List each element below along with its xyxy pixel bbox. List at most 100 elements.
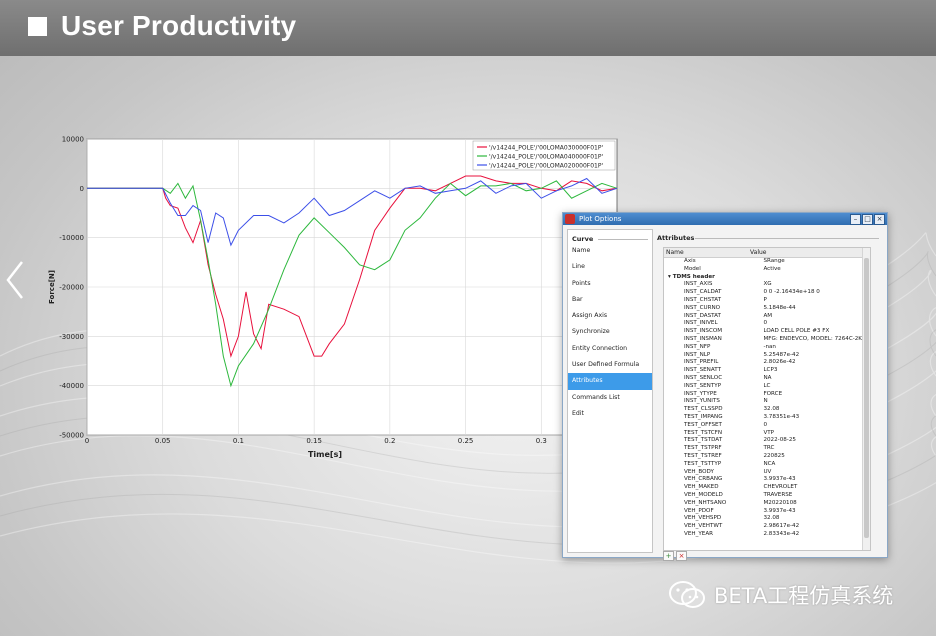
table-row[interactable]: INST_YTYPE FORCE [664, 391, 870, 399]
x-tick-label: 0 [85, 437, 89, 445]
attribute-name: INST_PREFIL [684, 359, 719, 366]
table-row[interactable]: VEH_MODELD TRAVERSE [664, 492, 870, 500]
table-row[interactable]: INST_INSMAN MFG: ENDEVCO, MODEL: 7264C-2K… [664, 336, 870, 344]
attribute-value: TRAVERSE [763, 491, 793, 498]
table-row[interactable]: INST_CURNO 5.1848e-44 [664, 305, 870, 313]
table-row[interactable]: INST_NFP -nan [664, 344, 870, 352]
attribute-name: TEST_TSTDAT [684, 437, 723, 444]
table-row[interactable]: TEST_IMPANG 3.78351e-43 [664, 414, 870, 422]
table-scrollbar[interactable] [862, 248, 870, 550]
attribute-name: TDMS header [672, 273, 715, 280]
table-row[interactable]: TEST_TSTREF 220825 [664, 453, 870, 461]
column-header-name[interactable]: Name [666, 249, 684, 256]
previous-arrow-icon[interactable] [2, 258, 26, 302]
curve-option-attributes[interactable]: Attributes [568, 373, 652, 390]
maximize-icon[interactable]: □ [862, 214, 873, 225]
attribute-value: VTP [763, 429, 775, 436]
curve-option-synchronize[interactable]: Synchronize [572, 328, 610, 336]
table-row[interactable]: TEST_OFFSET 0 [664, 422, 870, 430]
table-row[interactable]: VEH_VEHSPD 32.08 [664, 515, 870, 523]
plot-options-dialog: Plot Options – □ × Curve Name Line Points B… [562, 212, 888, 561]
series-line-2 [87, 180, 618, 388]
table-header: Name Value [664, 248, 870, 258]
y-tick-label: -10000 [59, 234, 84, 242]
attribute-value: P [763, 296, 767, 303]
curve-option-edit[interactable]: Edit [572, 409, 584, 417]
table-row[interactable]: INST_INIVEL 0 [664, 320, 870, 328]
delete-icon[interactable]: × [676, 551, 687, 561]
chart-svg: 0 0.05 0.1 0.15 0.2 0.25 0.3 10000 0 -10000 -20000… [48, 136, 618, 459]
table-row[interactable]: INST_SENATT LCP3 [664, 367, 870, 375]
table-row[interactable]: INST_INSCOM LOAD CELL POLE #3 FX [664, 328, 870, 336]
collapse-arrow-icon[interactable]: ▾ [668, 273, 673, 280]
table-row[interactable]: TEST_CLSSPD 32.08 [664, 406, 870, 414]
curve-option-entity-connection[interactable]: Entity Connection [572, 344, 628, 352]
table-row[interactable]: INST_NLP 5.25487e-42 [664, 352, 870, 360]
attribute-value: LCP3 [763, 367, 778, 374]
attribute-name: INST_SENTYP [684, 382, 722, 389]
table-row[interactable]: INST_PREFIL 2.8026e-42 [664, 359, 870, 367]
attribute-value: 32.08 [763, 406, 780, 413]
curve-option-assign-axis[interactable]: Assign Axis [572, 312, 608, 320]
table-row[interactable]: INST_SENTYP LC [664, 383, 870, 391]
close-icon[interactable]: × [874, 214, 885, 225]
curve-option-commands-list[interactable]: Commands List [572, 393, 620, 401]
scrollbar-thumb[interactable] [864, 258, 869, 538]
attribute-name: INST_CURNO [684, 304, 721, 311]
page-title: User Productivity [61, 10, 297, 41]
attribute-name: INST_INSCOM [684, 328, 723, 335]
dialog-titlebar[interactable]: Plot Options – □ × [563, 213, 887, 225]
curve-option-bar[interactable]: Bar [572, 295, 583, 303]
curve-option-user-defined-formula[interactable]: User Defined Formula [572, 361, 640, 369]
table-row[interactable]: VEH_VEHTWT 2.98617e-42 [664, 523, 870, 531]
attribute-name: TEST_TSTTYP [684, 460, 722, 467]
attribute-name: TEST_IMPANG [684, 413, 723, 420]
attribute-value: 5.25487e-42 [763, 351, 800, 358]
table-row[interactable]: TEST_TSTTYP NCA [664, 461, 870, 469]
table-row[interactable]: INST_AXIS XG [664, 281, 870, 289]
curve-option-name[interactable]: Name [572, 247, 591, 254]
table-row[interactable]: INST_SENLOC NA [664, 375, 870, 383]
header-bar: User Productivity [0, 0, 936, 56]
attribute-value: NA [763, 374, 772, 381]
table-row[interactable]: VEH_NHTSANO M20220108 [664, 500, 870, 508]
table-row[interactable]: TEST_TSTDAT 2022-08-25 [664, 437, 870, 445]
table-row[interactable]: VEH_PDOF 3.9937e-43 [664, 508, 870, 516]
table-row[interactable]: VEH_BODY UV [664, 469, 870, 477]
attribute-value: Active [763, 265, 781, 272]
y-tick-label: 0 [80, 185, 84, 193]
table-row[interactable]: INST_YUNITS N [664, 398, 870, 406]
table-row[interactable]: INST_CALDAT 0 0 -2.16434e+18 0 [664, 289, 870, 297]
table-row[interactable]: VEH_YEAR 2.83343e-42 [664, 531, 870, 539]
table-row[interactable]: INST_CHSTAT P [664, 297, 870, 305]
table-row[interactable]: TEST_TSTPRF TRC [664, 445, 870, 453]
table-row[interactable]: VEH_MAKED CHEVROLET [664, 484, 870, 492]
table-row[interactable]: Model Active [664, 266, 870, 274]
curve-options-panel: Curve Name Line Points Bar Assign Axis Synchr… [567, 229, 653, 553]
attributes-header: Attributes [655, 229, 881, 242]
table-row[interactable]: TEST_TSTCFN VTP [664, 430, 870, 438]
attribute-value: TRC [763, 445, 775, 452]
attribute-value: 220825 [763, 452, 785, 459]
attribute-value: FORCE [763, 390, 783, 397]
attribute-value: 32.08 [763, 515, 780, 522]
minimize-icon[interactable]: – [850, 214, 861, 225]
curve-option-line[interactable]: Line [572, 263, 585, 271]
attributes-table: Name Value Axis SRange Model Active ▾ TDMS h… [663, 247, 871, 551]
attribute-name: INST_CALDAT [684, 289, 722, 296]
table-row[interactable]: VEH_CRBANG 3.9937e-43 [664, 476, 870, 484]
table-footer: + × [663, 551, 687, 561]
table-row[interactable]: Axis SRange [664, 258, 870, 266]
attribute-name: VEH_MODELD [684, 491, 723, 498]
attribute-value: 0 [763, 421, 767, 428]
force-time-plot: 0 0.05 0.1 0.15 0.2 0.25 0.3 10000 0 -10000 -20000… [40, 130, 630, 460]
x-axis-label: Time[s] [308, 450, 342, 459]
table-row[interactable]: ▾ TDMS header [664, 274, 870, 282]
y-tick-label: -50000 [59, 432, 84, 440]
attributes-panel: Attributes Name Value Axis SRange Model Act… [655, 229, 881, 561]
column-header-value[interactable]: Value [750, 249, 767, 256]
table-row[interactable]: INST_DASTAT AM [664, 313, 870, 321]
curve-option-points[interactable]: Points [572, 279, 591, 287]
attribute-name: VEH_VEHSPD [684, 515, 722, 522]
add-icon[interactable]: + [663, 551, 674, 561]
